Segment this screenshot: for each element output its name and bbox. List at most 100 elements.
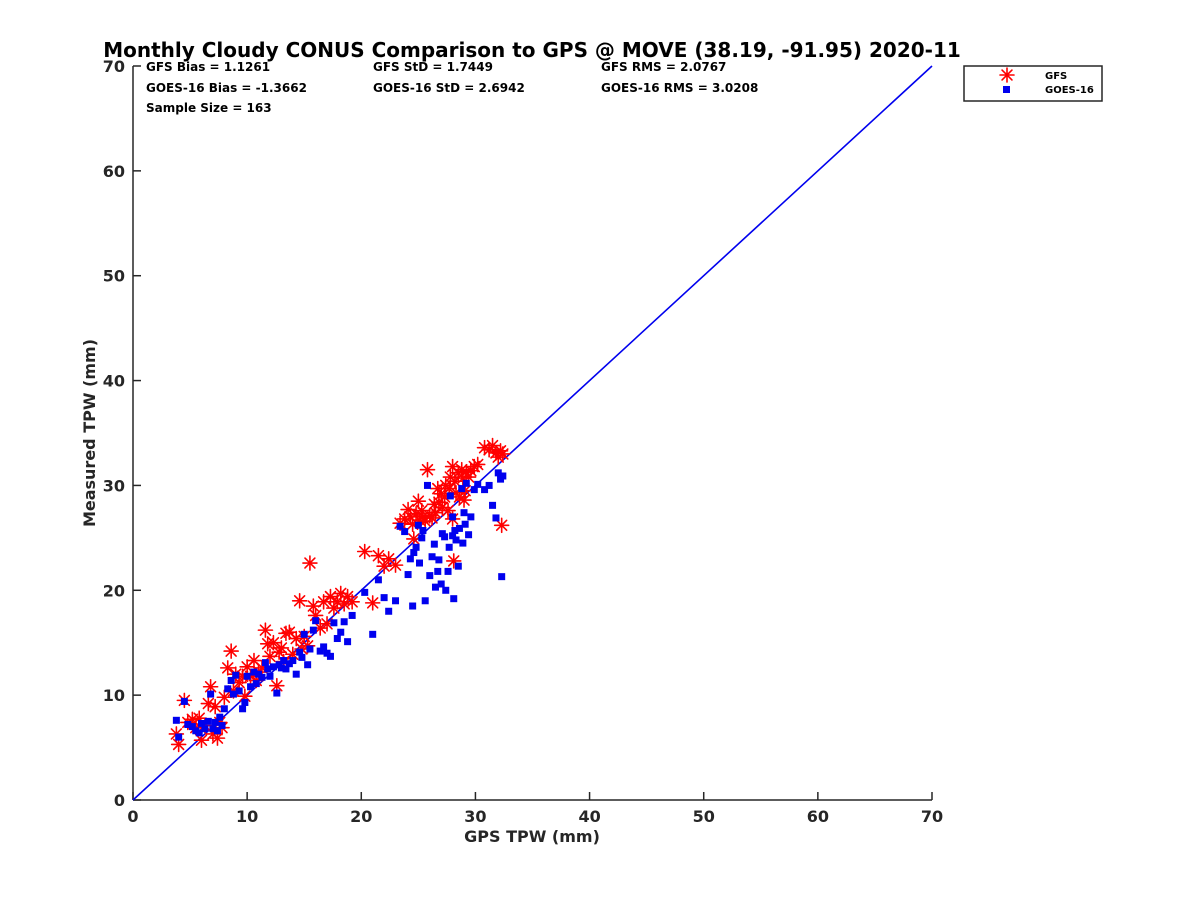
goes16-point bbox=[434, 567, 442, 575]
goes16-point bbox=[211, 718, 219, 726]
goes16-point bbox=[419, 527, 427, 535]
gfs-point bbox=[410, 493, 427, 509]
goes16-point bbox=[207, 690, 215, 698]
goes16-point bbox=[175, 733, 183, 741]
goes16-point bbox=[247, 683, 255, 691]
gfs-point bbox=[219, 660, 236, 676]
stat-goes-rms: GOES-16 RMS = 3.0208 bbox=[601, 81, 758, 95]
goes16-point bbox=[289, 657, 297, 665]
goes16-point bbox=[326, 652, 334, 660]
y-tick-label: 70 bbox=[103, 57, 125, 76]
gfs-point bbox=[273, 640, 290, 656]
gfs-point bbox=[207, 698, 223, 715]
legend-gfs-asterisk bbox=[999, 67, 1015, 83]
goes16-point bbox=[499, 472, 507, 480]
goes16-point bbox=[312, 617, 320, 625]
reference-line bbox=[132, 65, 933, 801]
goes16-point bbox=[449, 532, 457, 540]
gfs-point bbox=[419, 461, 436, 478]
goes16-point bbox=[337, 628, 345, 636]
goes16-point bbox=[239, 705, 247, 713]
x-tick-label: 60 bbox=[807, 807, 829, 826]
goes16-point bbox=[344, 638, 352, 646]
goes16-point bbox=[401, 528, 409, 536]
goes16-point bbox=[224, 685, 232, 693]
goes16-point bbox=[414, 521, 422, 529]
goes16-point bbox=[213, 727, 221, 735]
goes16-point bbox=[197, 719, 205, 727]
goes16-point bbox=[461, 520, 469, 528]
goes16-point bbox=[431, 583, 439, 591]
x-tick-label: 30 bbox=[464, 807, 486, 826]
goes16-point bbox=[474, 480, 482, 488]
legend-box bbox=[963, 65, 1103, 102]
goes16-point bbox=[428, 553, 436, 561]
goes16-point bbox=[449, 513, 457, 521]
y-tick-label: 0 bbox=[114, 791, 125, 810]
gfs-point bbox=[387, 557, 404, 573]
goes16-point bbox=[309, 626, 317, 634]
goes16-point bbox=[369, 630, 377, 638]
gfs-point bbox=[376, 558, 392, 574]
goes16-point bbox=[243, 672, 251, 680]
goes16-point bbox=[252, 680, 260, 688]
goes16-point bbox=[204, 717, 212, 725]
goes16-point bbox=[220, 705, 228, 713]
goes16-point bbox=[415, 559, 423, 567]
legend-goes16-marker bbox=[1003, 86, 1010, 93]
gfs-point bbox=[288, 630, 305, 647]
y-tick-label: 30 bbox=[103, 476, 125, 495]
goes16-point bbox=[458, 485, 466, 493]
goes16-point bbox=[264, 665, 272, 673]
gfs-point bbox=[216, 689, 233, 706]
goes16-point bbox=[201, 725, 209, 733]
goes16-point bbox=[304, 661, 312, 669]
goes16-point bbox=[296, 648, 304, 656]
stat-gfs-bias: GFS Bias = 1.1261 bbox=[146, 60, 270, 74]
goes16-point bbox=[406, 555, 414, 563]
goes16-point bbox=[451, 527, 459, 535]
gfs-point bbox=[364, 595, 381, 611]
goes16-point bbox=[300, 630, 308, 638]
y-ticks: 0 10 20 30 40 50 60 70 bbox=[103, 57, 141, 810]
x-tick-label: 20 bbox=[350, 807, 372, 826]
goes16-point bbox=[374, 576, 382, 584]
goes16-point bbox=[430, 540, 438, 548]
goes16-point bbox=[385, 607, 393, 615]
y-tick-label: 20 bbox=[103, 581, 125, 600]
stat-gfs-rms: GFS RMS = 2.0767 bbox=[601, 60, 726, 74]
goes16-point bbox=[266, 672, 274, 680]
goes16-point bbox=[306, 645, 314, 653]
goes16-point bbox=[444, 567, 452, 575]
goes16-point bbox=[184, 721, 192, 729]
goes16-point bbox=[261, 659, 269, 667]
goes16-point bbox=[392, 597, 400, 605]
x-tick-label: 50 bbox=[693, 807, 715, 826]
goes16-point bbox=[292, 670, 300, 678]
goes16-point bbox=[277, 664, 285, 672]
goes16-point bbox=[460, 509, 468, 517]
gfs-point bbox=[356, 543, 373, 560]
goes16-point bbox=[421, 597, 429, 605]
gfs-point bbox=[315, 594, 332, 610]
goes16-point bbox=[455, 524, 463, 532]
goes16-point bbox=[452, 536, 460, 544]
gfs-point bbox=[302, 555, 318, 571]
goes16-point bbox=[396, 522, 404, 530]
stat-sample-size: Sample Size = 163 bbox=[146, 101, 272, 115]
goes16-point bbox=[494, 469, 502, 477]
goes16-point bbox=[380, 594, 388, 602]
x-axis-label: GPS TPW (mm) bbox=[464, 827, 600, 846]
goes16-point bbox=[340, 618, 348, 626]
goes16-point bbox=[235, 687, 243, 695]
goes16-point bbox=[232, 671, 240, 679]
goes16-point bbox=[454, 562, 462, 570]
goes16-point bbox=[498, 573, 506, 581]
goes16-point bbox=[423, 481, 431, 489]
goes16-point bbox=[348, 611, 356, 619]
plot-area bbox=[132, 66, 932, 801]
stat-goes-bias: GOES-16 Bias = -1.3662 bbox=[146, 81, 307, 95]
goes16-point bbox=[172, 716, 180, 724]
goes16-point bbox=[282, 665, 290, 673]
goes16-point bbox=[298, 653, 306, 661]
